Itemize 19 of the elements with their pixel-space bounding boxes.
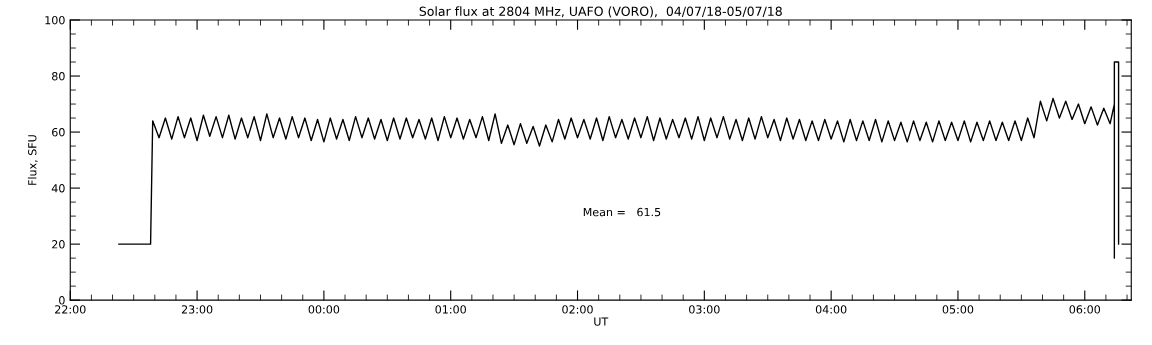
x-tick-label: 03:00 — [689, 305, 720, 314]
y-tick-label: 0 — [59, 296, 65, 305]
y-tick-label: 60 — [52, 128, 65, 137]
y-tick-label: 80 — [52, 72, 65, 81]
x-tick-label: 05:00 — [942, 305, 974, 314]
chart-title: Solar flux at 2804 MHz, UAFO (VORO), 04/07/18-05/07/18 — [419, 6, 782, 18]
x-tick-label: 02:00 — [562, 305, 593, 314]
x-tick-label: 23:00 — [181, 305, 213, 314]
annotation: Mean = 61.5 — [583, 207, 661, 217]
x-axis-title: UT — [594, 317, 609, 326]
x-tick-label: 01:00 — [435, 305, 466, 314]
x-tick-label: 22:00 — [55, 305, 86, 314]
y-tick-label: 40 — [51, 184, 65, 193]
y-axis-title: Flux, SFU — [27, 135, 38, 185]
x-tick-label: 06:00 — [1069, 305, 1101, 314]
x-tick-label: 04:00 — [815, 305, 847, 314]
x-tick-label: 00:00 — [308, 305, 340, 314]
y-tick-label: 20 — [52, 240, 65, 249]
y-tick-label: 100 — [45, 15, 65, 25]
